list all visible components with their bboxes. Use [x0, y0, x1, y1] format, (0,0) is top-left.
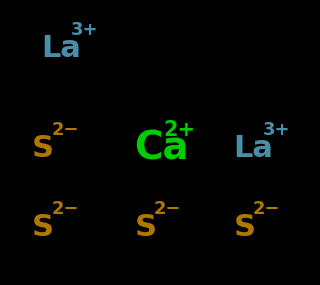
- Text: Ca: Ca: [134, 129, 189, 167]
- Text: 2−: 2−: [51, 121, 79, 139]
- Text: La: La: [42, 34, 82, 63]
- Text: 3+: 3+: [70, 21, 98, 39]
- Text: La: La: [234, 134, 274, 163]
- Text: S: S: [32, 134, 54, 163]
- Text: S: S: [134, 213, 156, 243]
- Text: S: S: [234, 213, 256, 243]
- Text: 2−: 2−: [253, 200, 280, 219]
- Text: 2+: 2+: [163, 120, 195, 140]
- Text: 2−: 2−: [154, 200, 181, 219]
- Text: S: S: [32, 213, 54, 243]
- Text: 2−: 2−: [51, 200, 79, 219]
- Text: 3+: 3+: [262, 121, 290, 139]
